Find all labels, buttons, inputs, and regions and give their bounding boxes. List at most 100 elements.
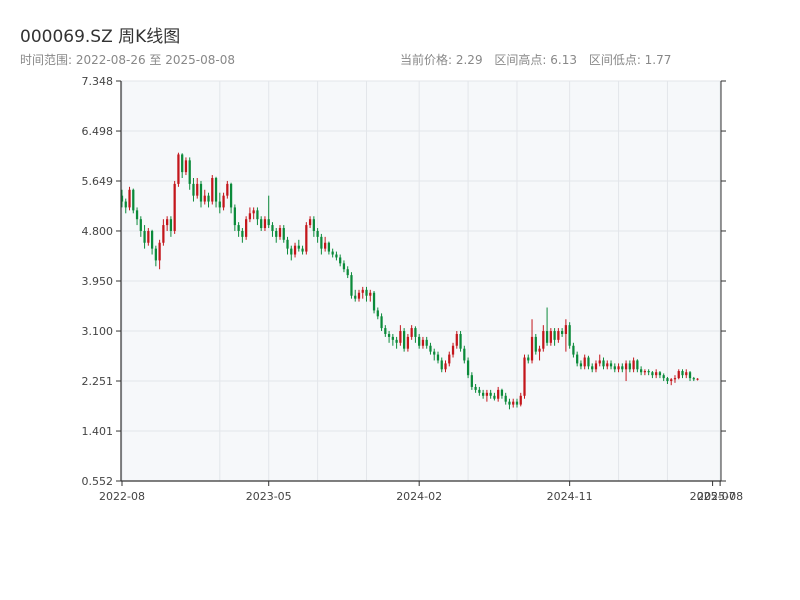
candle (440, 357, 443, 373)
candle-body (429, 345, 432, 352)
candle-body (418, 336, 421, 346)
candle (372, 291, 376, 314)
candle-body (609, 363, 613, 367)
candle-body (237, 225, 240, 231)
candle-body (331, 251, 334, 255)
candle (132, 188, 135, 214)
candle-body (387, 333, 391, 337)
candle (670, 378, 673, 386)
candle (166, 216, 169, 231)
candle-body (673, 378, 677, 380)
candle-body (549, 331, 552, 343)
candle (229, 182, 233, 214)
candle-body (327, 242, 331, 252)
candle-body (572, 345, 575, 355)
candle-body (421, 339, 425, 346)
candle (154, 245, 157, 267)
candle-body (628, 363, 631, 370)
x-tick-label: 2025-08 (697, 490, 743, 503)
candle (433, 348, 436, 361)
candle-body (557, 331, 560, 340)
candle-body (203, 195, 206, 202)
candle (233, 204, 236, 231)
candle-body (493, 395, 496, 399)
candle-body (305, 225, 308, 252)
y-tick-label: 6.498 (82, 125, 114, 138)
candle-body (425, 339, 428, 346)
candle-body (139, 219, 142, 231)
candle-body (545, 331, 549, 343)
candle-body (621, 366, 624, 370)
candle (636, 359, 639, 373)
candle (184, 157, 188, 176)
candle (248, 207, 252, 223)
candle (504, 392, 507, 405)
candle-body (346, 269, 349, 276)
candle (583, 354, 586, 370)
candle-body (662, 375, 665, 379)
candle (448, 351, 451, 367)
candle (376, 307, 379, 320)
candle-body (519, 395, 522, 405)
candle (211, 175, 214, 205)
candle-body (670, 379, 673, 382)
candle-body (211, 177, 214, 202)
candle-body (564, 325, 568, 334)
candle-body (504, 395, 507, 402)
candle-body (470, 375, 473, 387)
candle (639, 366, 643, 376)
candle-body (248, 213, 252, 220)
candle-body (369, 292, 372, 296)
candle-body (639, 369, 643, 373)
candle (267, 195, 270, 229)
grid-lines (121, 80, 721, 482)
candle-body (297, 245, 300, 249)
candle-body (530, 336, 534, 361)
candle (523, 354, 526, 399)
candle (587, 355, 590, 370)
candle-body (339, 257, 342, 264)
candle (124, 198, 127, 214)
candle (290, 245, 293, 261)
candle (342, 260, 346, 273)
candle-body (587, 357, 590, 367)
candle-body (655, 372, 658, 376)
candle (162, 219, 165, 246)
candle (252, 207, 255, 220)
candle-body (692, 378, 695, 380)
y-tick-label: 5.649 (82, 175, 114, 188)
candle-body (271, 225, 274, 231)
y-tick-label: 0.552 (82, 475, 114, 488)
candle (222, 192, 225, 211)
candle (576, 351, 579, 367)
candle (579, 360, 583, 370)
candle-body (293, 245, 297, 255)
candle-body (308, 219, 312, 226)
candle-body (594, 363, 598, 370)
price-stats: 当前价格: 2.29 区间高点: 6.13 区间低点: 1.77 (400, 51, 671, 68)
candle (414, 326, 417, 343)
candle (542, 325, 545, 352)
candle (312, 216, 315, 237)
candle (519, 392, 522, 407)
candle (651, 371, 654, 379)
candle (282, 225, 285, 243)
candle (512, 398, 515, 408)
candle-body (651, 372, 654, 376)
candle (196, 177, 199, 199)
y-tick-label: 1.401 (82, 425, 114, 438)
candle (260, 216, 263, 231)
candle (553, 328, 556, 346)
candle-body (342, 263, 346, 270)
candle-body (451, 345, 455, 355)
y-tick-label: 3.950 (82, 275, 114, 288)
candle-body (485, 392, 489, 396)
candle (598, 354, 601, 367)
candle-body (166, 219, 169, 226)
candle-body (399, 331, 402, 343)
candle-body (128, 189, 131, 208)
candle (241, 228, 244, 243)
candle-body (591, 366, 594, 370)
candle-body (500, 389, 504, 396)
